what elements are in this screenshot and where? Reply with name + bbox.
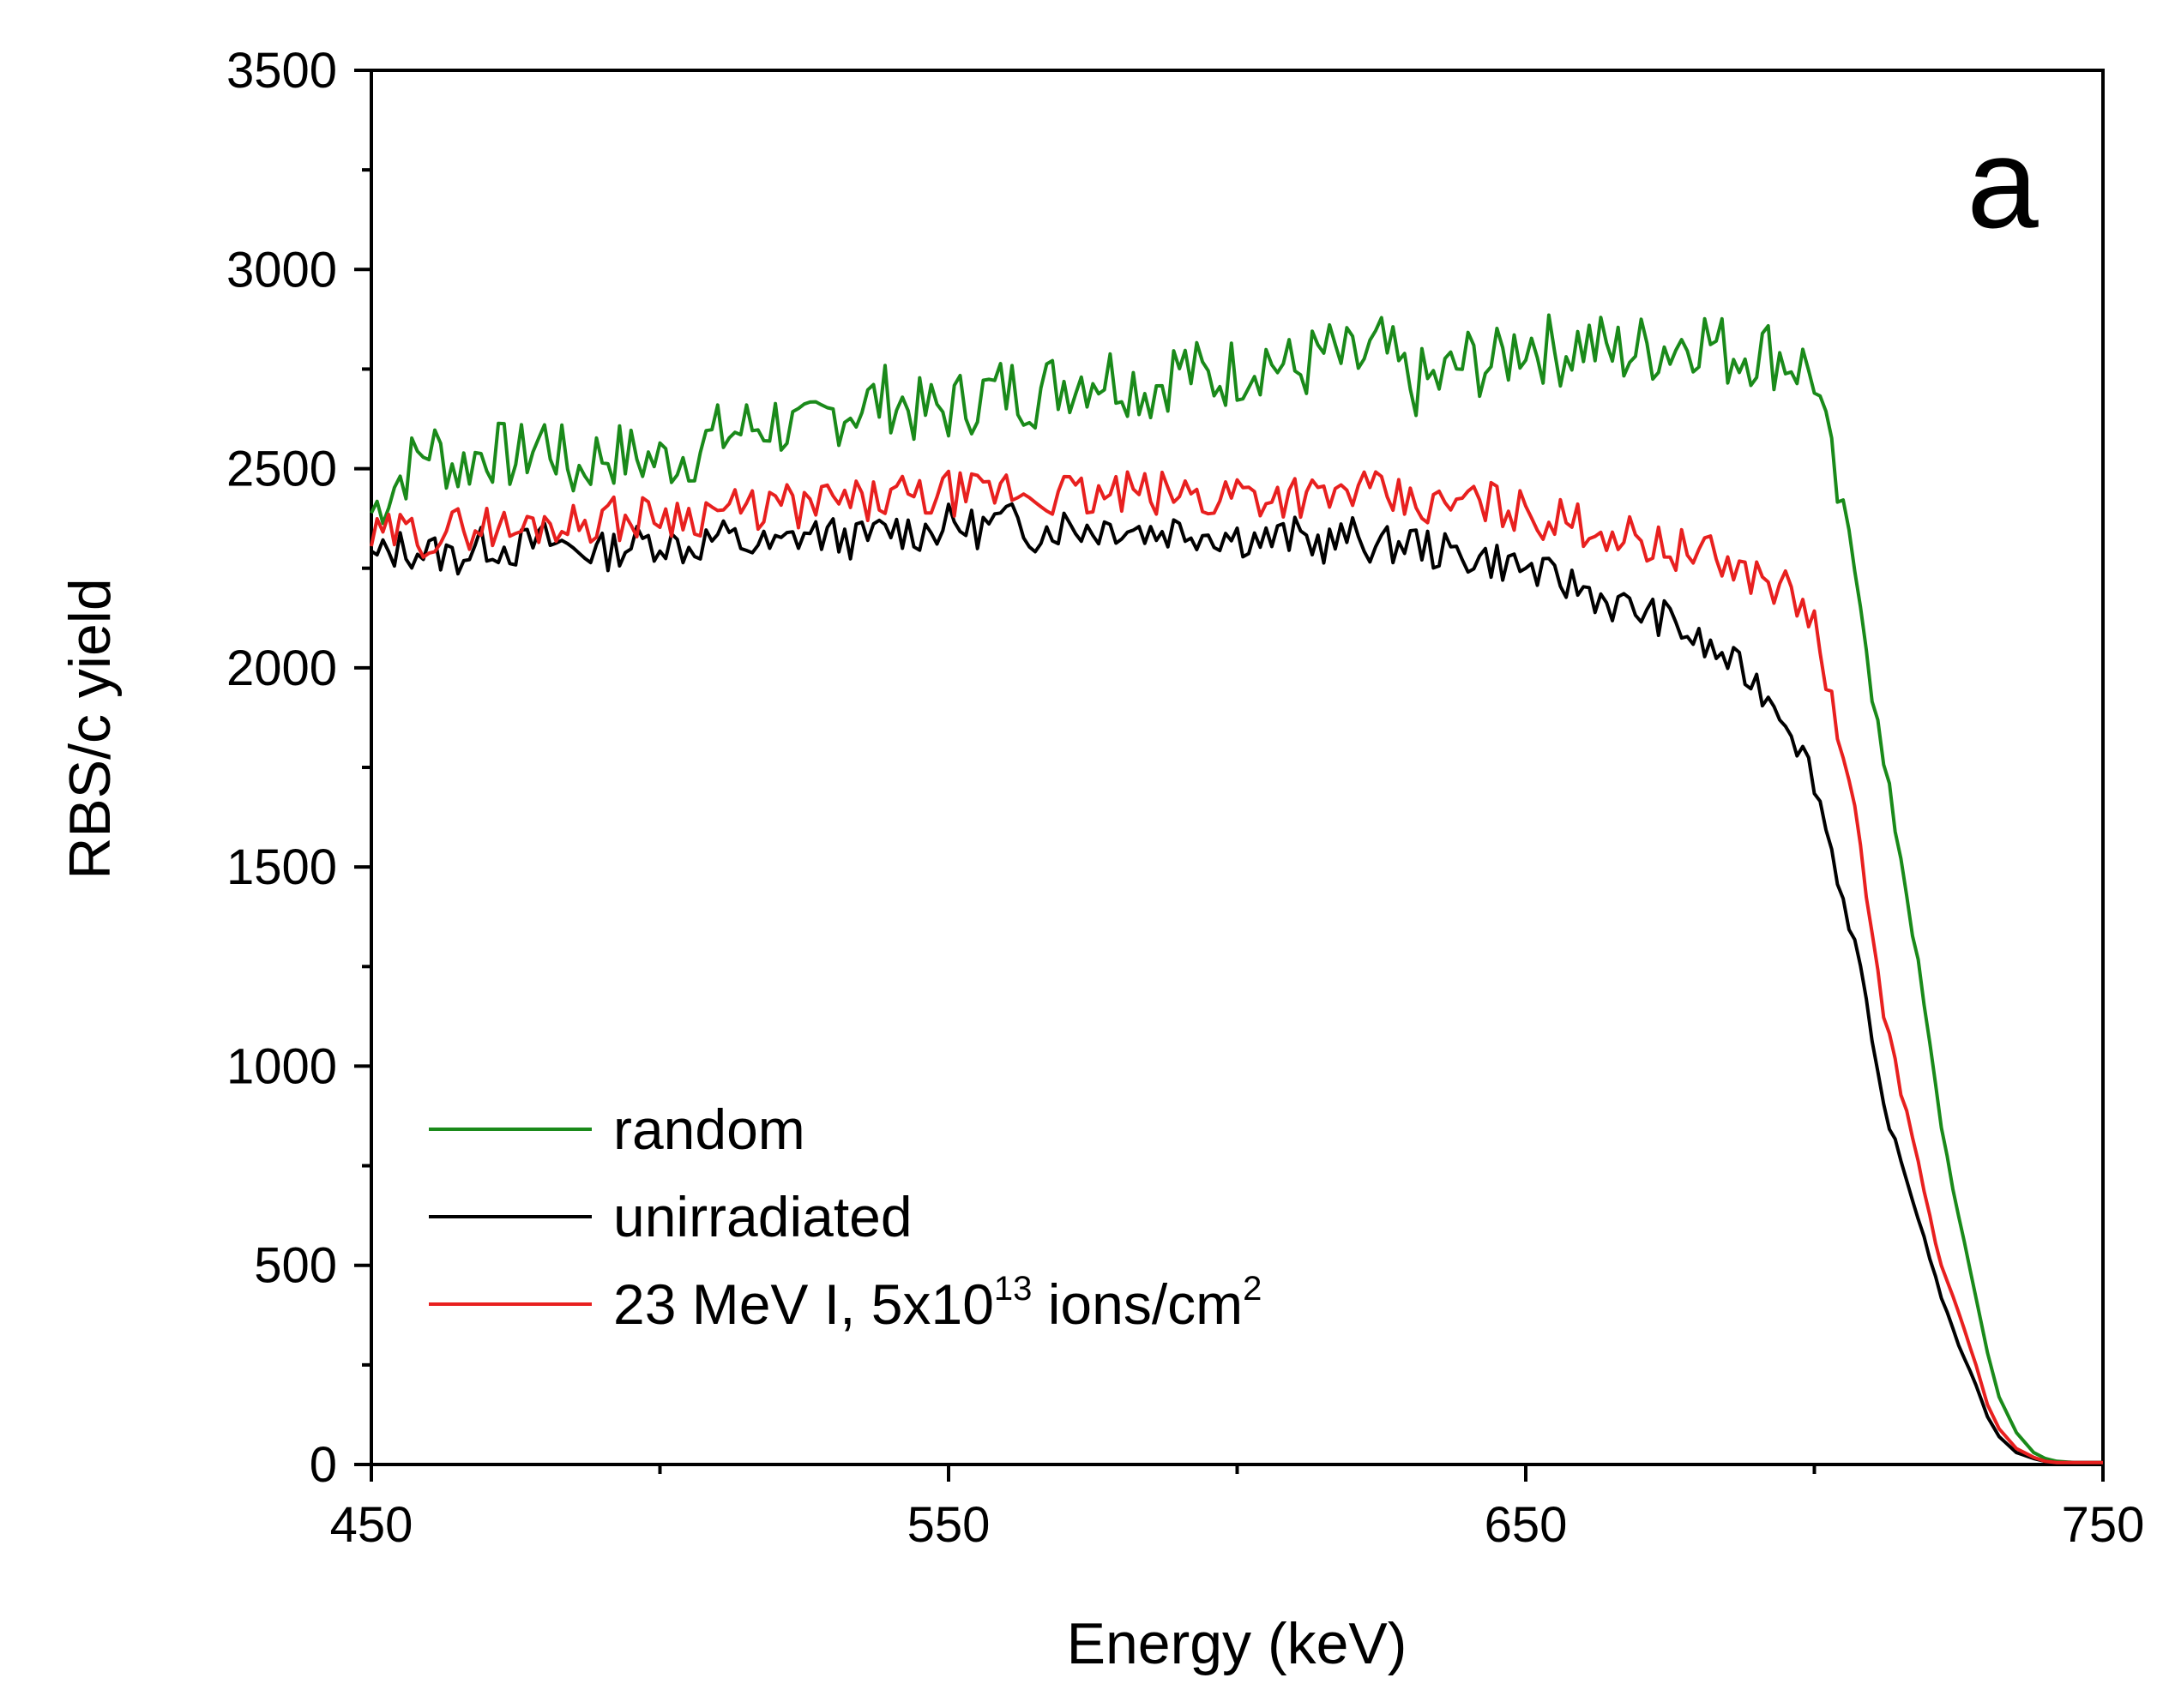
legend-label-irradiated: 23 MeV I, 5x1013 ions/cm2 — [613, 1270, 1262, 1336]
legend-label-irradiated-sup1: 13 — [994, 1270, 1033, 1308]
axis-ticks — [354, 69, 2105, 1482]
x-axis-title: Energy (keV) — [1067, 1611, 1407, 1676]
y-tick-label: 1500 — [226, 839, 337, 895]
legend: random unirradiated 23 MeV I, 5x1013 ion… — [429, 1098, 1262, 1336]
y-tick-label: 2000 — [226, 640, 337, 696]
y-tick-label: 3000 — [226, 242, 337, 298]
x-tick-label: 450 — [330, 1497, 413, 1553]
legend-label-irradiated-sup2: 2 — [1243, 1270, 1262, 1308]
legend-label-unirradiated: unirradiated — [613, 1185, 913, 1248]
y-tick-label: 0 — [310, 1437, 337, 1493]
series-line-23 — [370, 469, 2103, 1464]
y-axis-title: RBS/c yield — [57, 578, 123, 879]
series-line-unirradiated — [370, 502, 2103, 1464]
axis-tick-labels: 450 550 650 750 0 500 1000 1500 2000 2500 3000 3500 — [226, 43, 2144, 1553]
series-line-random — [370, 313, 2103, 1464]
legend-label-irradiated-main: 23 MeV I, 5x10 — [613, 1272, 994, 1336]
data-series — [370, 313, 2103, 1464]
x-tick-label: 550 — [907, 1497, 991, 1553]
legend-label-random: random — [613, 1098, 805, 1161]
y-tick-label: 1000 — [226, 1038, 337, 1094]
y-tick-label: 500 — [254, 1238, 337, 1294]
x-tick-label: 750 — [2062, 1497, 2145, 1553]
y-tick-label: 3500 — [226, 43, 337, 99]
x-tick-label: 650 — [1485, 1497, 1568, 1553]
legend-label-irradiated-mid: ions/cm — [1032, 1272, 1243, 1336]
y-tick-label: 2500 — [226, 442, 337, 497]
panel-label: a — [1967, 111, 2039, 255]
